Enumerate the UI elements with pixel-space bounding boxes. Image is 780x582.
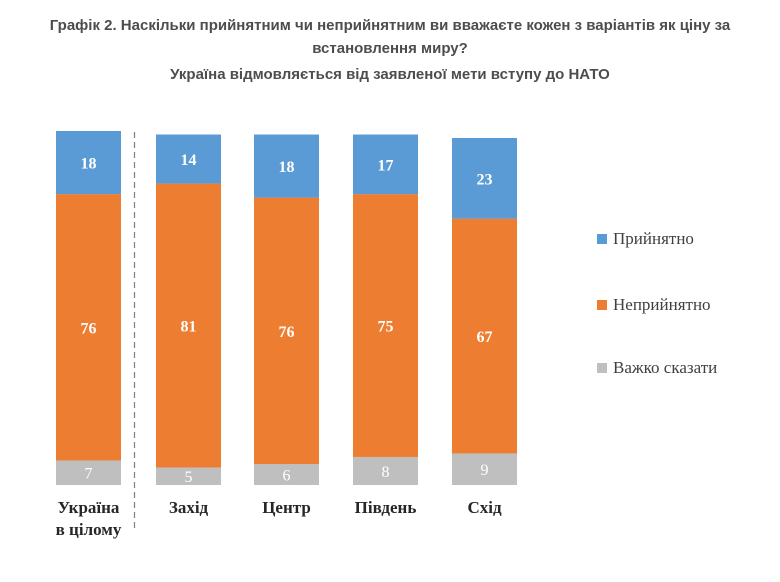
bar-0-4 xyxy=(452,453,517,485)
category-label-4-0: Схід xyxy=(467,498,502,517)
data-label-2-2: 18 xyxy=(279,159,295,176)
chart-subtitle: Україна відмовляється від заявленої мети… xyxy=(170,66,610,83)
chart-title: Графік 2. Наскільки прийнятним чи неприй… xyxy=(49,17,731,57)
data-label-2-4: 23 xyxy=(477,171,493,188)
data-label-0-2: 6 xyxy=(283,467,291,484)
legend-swatch-1 xyxy=(597,300,607,310)
category-label-2-0: Центр xyxy=(262,498,311,517)
chart-header: Графік 2. Наскільки прийнятним чи неприй… xyxy=(0,14,780,86)
legend-label-1: Неприйнятно xyxy=(613,295,711,314)
data-label-1-4: 67 xyxy=(477,329,493,346)
bar-2-0 xyxy=(56,131,121,195)
bar-0-3 xyxy=(353,456,418,485)
data-label-2-3: 17 xyxy=(378,157,394,174)
bar-2-4 xyxy=(452,138,517,219)
category-label-3-0: Південь xyxy=(355,498,417,517)
legend-label-0: Прийнятно xyxy=(613,229,694,248)
data-label-1-3: 75 xyxy=(378,319,394,336)
data-label-1-2: 76 xyxy=(279,324,295,341)
category-label-0-1: в цілому xyxy=(56,520,122,539)
category-label-1-0: Захід xyxy=(169,498,209,517)
data-label-1-0: 76 xyxy=(81,320,97,337)
bar-1-0 xyxy=(56,194,121,461)
bar-0-0 xyxy=(56,460,121,485)
bar-2-3 xyxy=(353,134,418,195)
data-label-2-1: 14 xyxy=(181,152,197,169)
data-label-0-4: 9 xyxy=(481,462,489,479)
category-label-0-0: Україна xyxy=(58,498,120,517)
bar-1-1 xyxy=(156,183,221,468)
data-label-2-0: 18 xyxy=(81,156,97,173)
bar-1-3 xyxy=(353,194,418,457)
bar-0-2 xyxy=(254,463,319,485)
bar-0-1 xyxy=(156,467,221,485)
data-label-0-3: 8 xyxy=(382,464,390,481)
bar-1-2 xyxy=(254,197,319,464)
bar-1-4 xyxy=(452,218,517,454)
legend-swatch-2 xyxy=(597,363,607,373)
bar-2-1 xyxy=(156,134,221,184)
data-label-0-1: 5 xyxy=(185,469,193,486)
bar-2-2 xyxy=(254,134,319,198)
data-label-0-0: 7 xyxy=(85,466,93,483)
legend-swatch-0 xyxy=(597,234,607,244)
legend-label-2: Важко сказати xyxy=(613,358,717,377)
data-label-1-1: 81 xyxy=(181,319,197,336)
